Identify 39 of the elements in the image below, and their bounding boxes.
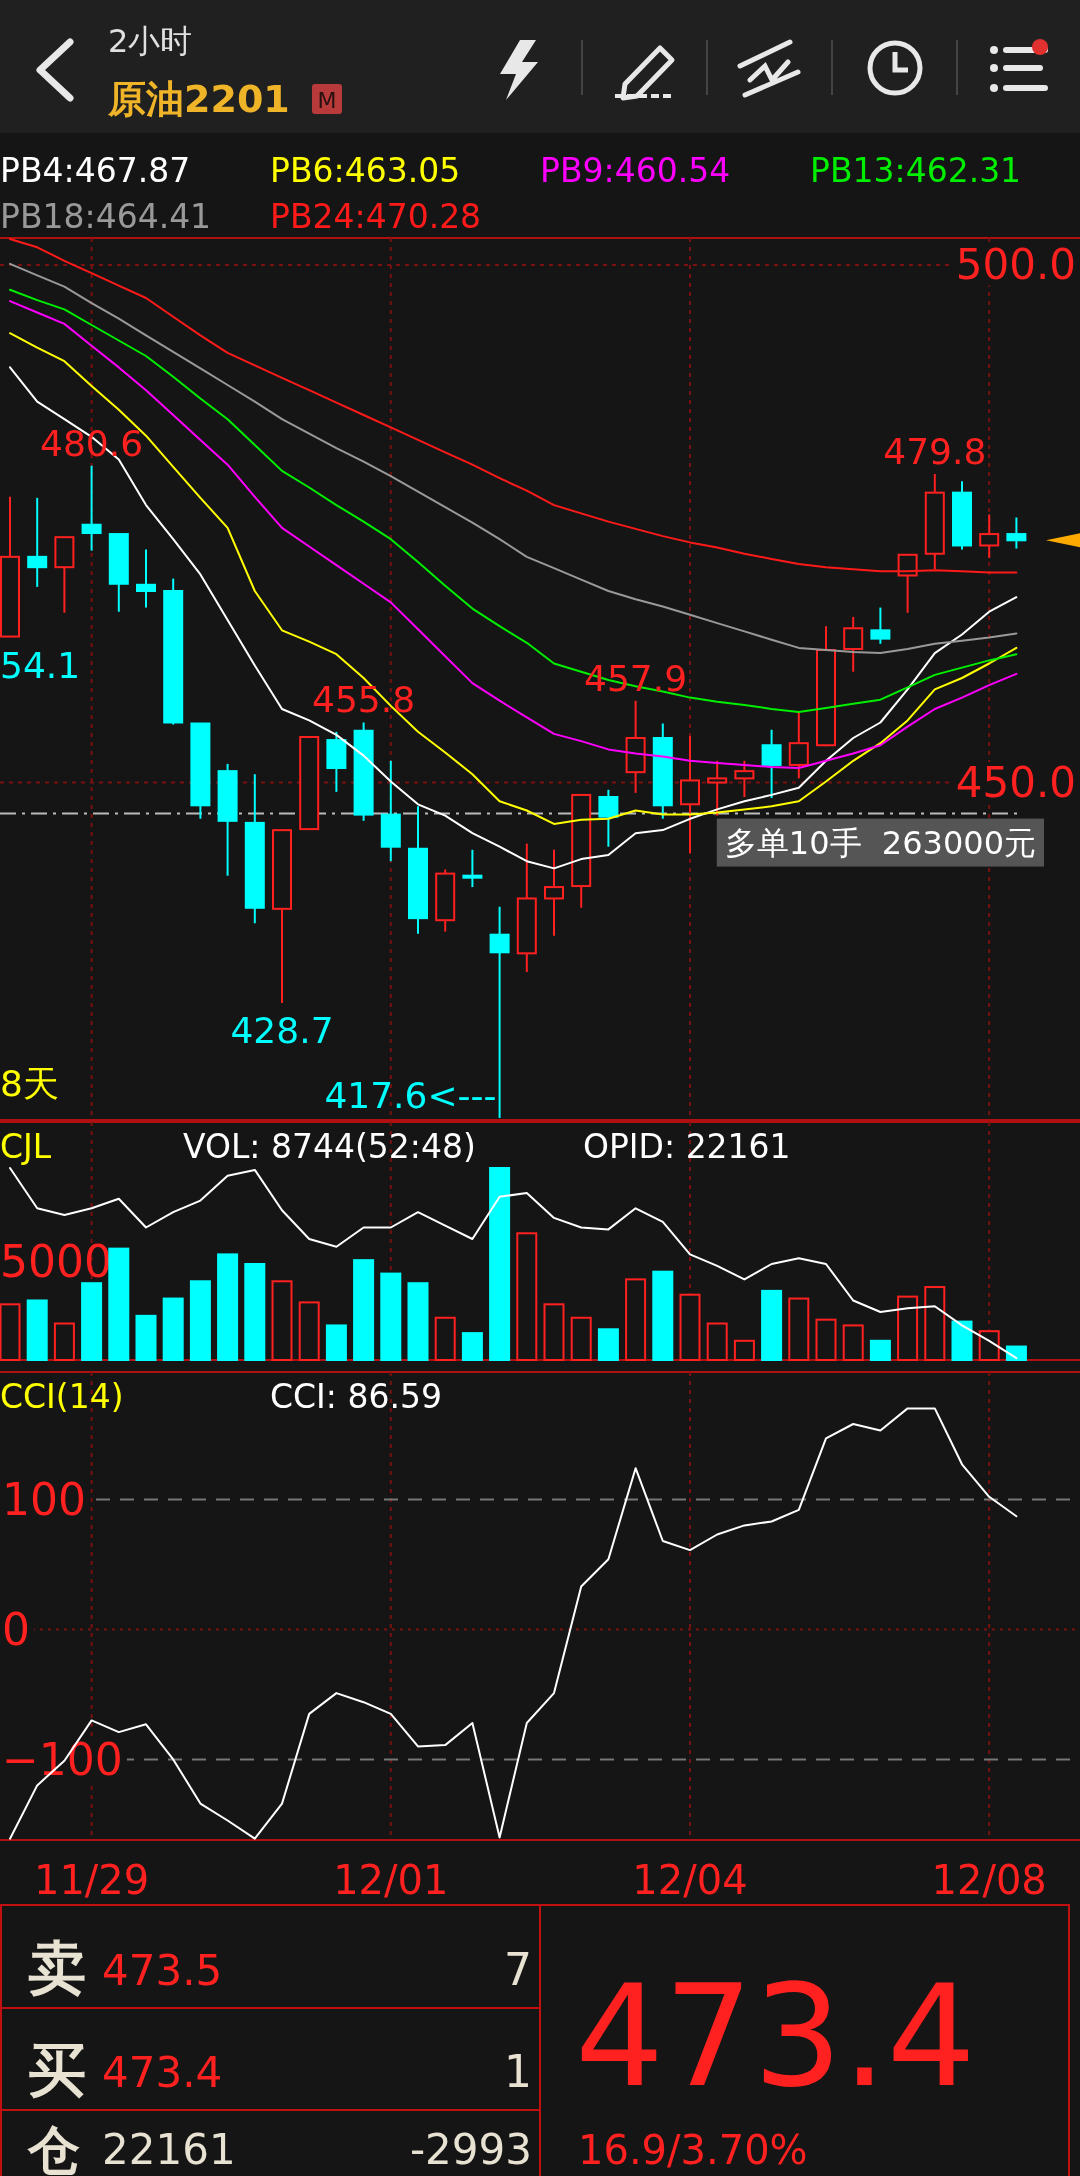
y-tick-label: 500.0 <box>955 240 1076 290</box>
text: 7 <box>504 1944 532 1995</box>
annotation: 479.8 <box>883 431 987 473</box>
y-tick-label: 450.0 <box>955 758 1076 808</box>
text: PB9:460.54 <box>540 151 731 190</box>
text: PB24:470.28 <box>270 197 482 236</box>
ref-line-label: 多单10手 263000元 <box>724 823 1036 862</box>
y-tick-label: 0 <box>2 1603 30 1655</box>
annotation: 417.6<--- <box>324 1075 497 1116</box>
text: 卖 <box>28 1934 86 2002</box>
text: 22161 <box>102 2125 236 2174</box>
x-tick-label: 12/01 <box>333 1857 449 1903</box>
text: PB13:462.31 <box>810 151 1022 190</box>
y-tick-label: 100 <box>2 1473 86 1525</box>
text: PB4:467.87 <box>0 151 191 190</box>
text: 2小时 <box>108 22 193 60</box>
text: 1 <box>504 2046 532 2097</box>
text: 原油2201 <box>107 77 290 121</box>
series-label: PB18:464.41 <box>0 197 212 236</box>
x-tick-label: 12/08 <box>931 1857 1047 1903</box>
text: 473.4 <box>102 2048 223 2097</box>
series-label: OPID: 22161 <box>583 1127 791 1166</box>
annotation: 54.1 <box>0 645 81 686</box>
text: 仓 <box>27 2120 80 2176</box>
text: -2993 <box>409 2125 532 2174</box>
text: PB6:463.05 <box>270 151 461 190</box>
annotation: 8天 <box>0 1063 59 1104</box>
text: 473.5 <box>102 1946 223 1995</box>
text: 买 <box>28 2036 86 2104</box>
chart-title: CJL <box>0 1127 52 1166</box>
chart-title: CCI(14) <box>0 1377 124 1416</box>
text: 16.9/3.70% <box>578 2127 808 2173</box>
text: VOL: 8744(52:48) <box>183 1127 476 1166</box>
x-tick-label: 12/04 <box>632 1857 748 1903</box>
text: CCI: 86.59 <box>270 1377 442 1416</box>
x-tick-label: 11/29 <box>33 1857 150 1903</box>
text: 473.4 <box>575 1955 976 2118</box>
text: M <box>317 88 337 113</box>
annotation: 428.7 <box>230 1010 334 1052</box>
